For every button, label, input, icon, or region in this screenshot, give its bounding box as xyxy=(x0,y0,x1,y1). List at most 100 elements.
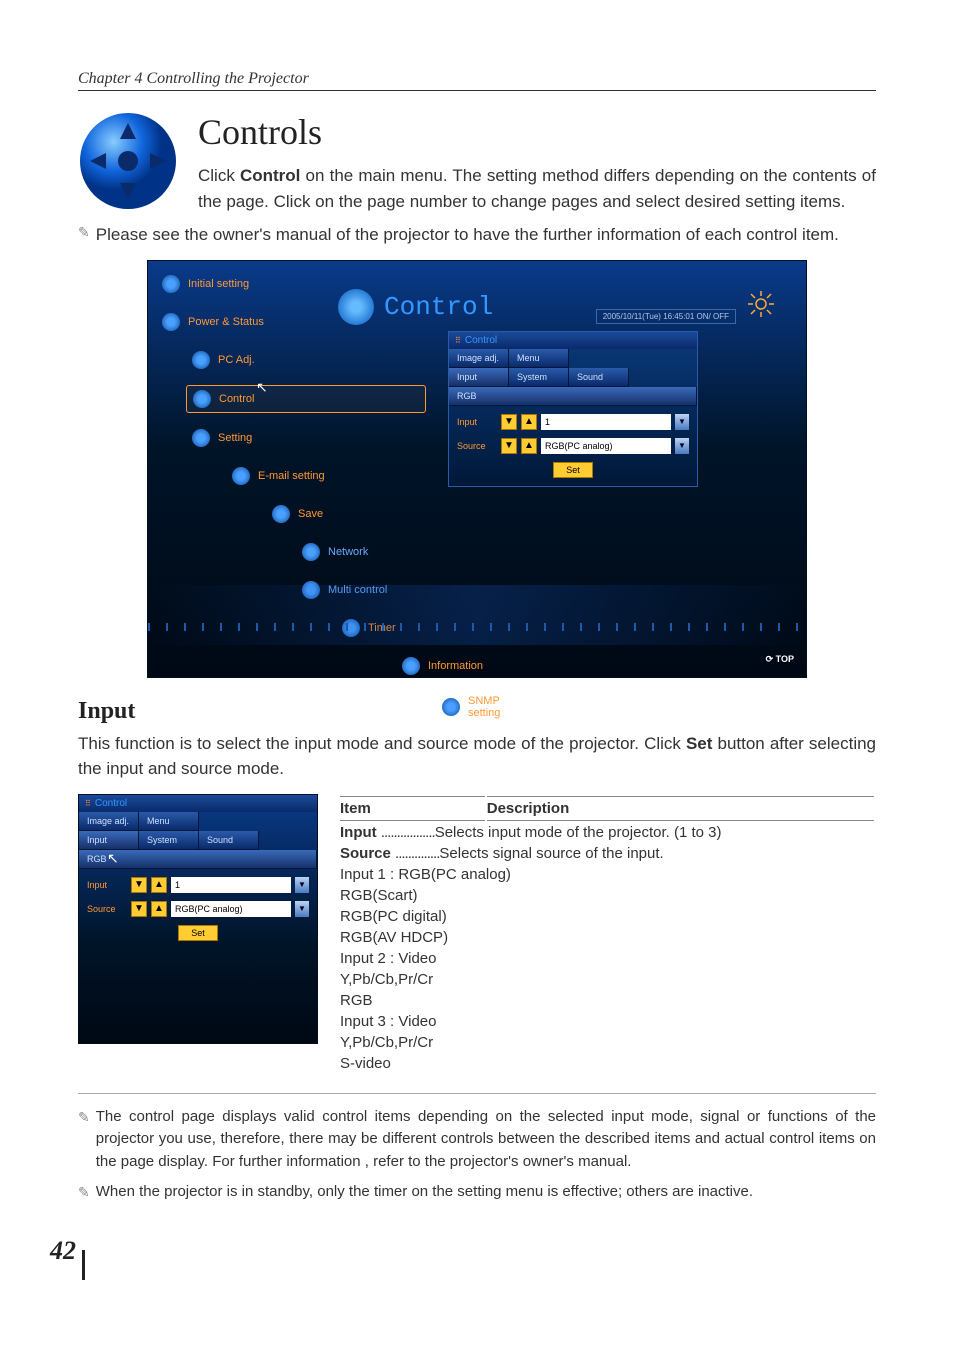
sidebar-item-information[interactable]: Information xyxy=(396,653,426,679)
intro-text: Click Control on the main menu. The sett… xyxy=(198,163,876,214)
source-up-button[interactable]: ▲ xyxy=(521,438,537,454)
description-column: Item Description Input .................… xyxy=(338,794,876,1075)
small-input-up-button[interactable]: ▲ xyxy=(151,877,167,893)
section-input-text: This function is to select the input mod… xyxy=(78,731,876,782)
sidebar-item-icon xyxy=(162,275,180,293)
page-number: 42 xyxy=(50,1236,76,1266)
input-label: Input xyxy=(457,417,497,427)
footnote-1: ✎ The control page displays valid contro… xyxy=(78,1106,876,1174)
tab-menu[interactable]: Menu xyxy=(509,349,569,368)
table-row: Input 1 : RGB(PC analog) xyxy=(340,865,874,884)
control-title-text: Control xyxy=(384,292,493,322)
tab-sound[interactable]: Sound xyxy=(569,368,629,387)
footnote-text-2: When the projector is in standby, only t… xyxy=(96,1181,876,1204)
input-up-button[interactable]: ▲ xyxy=(521,414,537,430)
sidebar-item-label: Power & Status xyxy=(188,316,264,328)
table-row: RGB(Scart) xyxy=(340,886,874,905)
cursor-icon: ↖ xyxy=(107,850,119,867)
panel-header: Control xyxy=(449,332,697,349)
title-column: Controls Click Control on the main menu.… xyxy=(198,111,876,214)
small-source-dropdown-button[interactable]: ▼ xyxy=(295,901,309,917)
source-value[interactable]: RGB(PC analog) xyxy=(541,438,671,454)
tab-image-adj-[interactable]: Image adj. xyxy=(79,812,139,831)
sidebar-item-setting[interactable]: Setting xyxy=(186,425,426,451)
sidebar-item-snmp-setting[interactable]: SNMP setting xyxy=(436,691,448,723)
note-text-1: Please see the owner's manual of the pro… xyxy=(96,222,876,248)
table-row: Source ..............Selects signal sour… xyxy=(340,844,874,863)
small-input-dropdown-button[interactable]: ▼ xyxy=(295,877,309,893)
two-column-area: Control Image adj.Menu InputSystemSound … xyxy=(78,794,876,1075)
footnote-text-1: The control page displays valid control … xyxy=(96,1106,876,1174)
small-input-down-button[interactable]: ▼ xyxy=(131,877,147,893)
panel-tabs-row1: Image adj.Menu xyxy=(449,349,697,368)
screenshot-datetime: 2005/10/11(Tue) 16:45:01 ON/ OFF xyxy=(596,309,736,324)
sidebar-item-icon xyxy=(442,698,460,716)
pencil-icon: ✎ xyxy=(78,224,90,241)
footnote-2: ✎ When the projector is in standby, only… xyxy=(78,1181,876,1204)
table-cell: S-video xyxy=(340,1054,874,1073)
tab-rgb[interactable]: RGB xyxy=(449,387,697,406)
sidebar-item-icon xyxy=(193,390,211,408)
small-source-up-button[interactable]: ▲ xyxy=(151,901,167,917)
set-button[interactable]: Set xyxy=(553,462,593,478)
small-input-value[interactable]: 1 xyxy=(171,877,291,893)
top-link[interactable]: ⟳ TOP xyxy=(766,654,794,665)
sidebar-item-save[interactable]: Save xyxy=(266,501,426,527)
tab-menu[interactable]: Menu xyxy=(139,812,199,831)
sidebar-item-label: Initial setting xyxy=(188,278,249,290)
small-panel-header: Control xyxy=(79,795,317,812)
control-sphere-icon xyxy=(338,289,374,325)
table-cell: Input 3 : Video xyxy=(340,1012,874,1031)
sidebar-item-label: Control xyxy=(219,393,254,405)
tab-input[interactable]: Input xyxy=(79,831,139,850)
table-header-item: Item xyxy=(340,796,485,821)
small-input-row: Input ▼ ▲ 1 ▼ xyxy=(87,877,309,893)
sidebar-item-control[interactable]: Control xyxy=(186,385,426,413)
sidebar-item-label: Network xyxy=(328,546,368,558)
panel-body: Input ▼ ▲ 1 ▼ Source ▼ ▲ RGB(PC analog) … xyxy=(449,406,697,486)
screenshot-control-title: Control xyxy=(338,289,493,325)
footnote-divider xyxy=(78,1093,876,1094)
panel-tabs-row3: RGB xyxy=(449,387,697,406)
input-value[interactable]: 1 xyxy=(541,414,671,430)
sidebar-item-e-mail-setting[interactable]: E-mail setting xyxy=(226,463,426,489)
page-number-bar xyxy=(82,1250,85,1280)
chapter-header: Chapter 4 Controlling the Projector xyxy=(78,70,876,91)
small-set-button[interactable]: Set xyxy=(178,925,218,941)
tab-system[interactable]: System xyxy=(509,368,569,387)
description-table: Item Description Input .................… xyxy=(338,794,876,1075)
tab-image-adj-[interactable]: Image adj. xyxy=(449,349,509,368)
small-source-value[interactable]: RGB(PC analog) xyxy=(171,901,291,917)
sidebar-item-label: PC Adj. xyxy=(218,354,255,366)
small-source-down-button[interactable]: ▼ xyxy=(131,901,147,917)
pencil-icon: ✎ xyxy=(78,1183,90,1203)
input-down-button[interactable]: ▼ xyxy=(501,414,517,430)
note-row-1: ✎ Please see the owner's manual of the p… xyxy=(78,222,876,248)
input-row: Input ▼ ▲ 1 ▼ xyxy=(457,414,689,430)
control-screenshot-big: Initial setting Power & Status PC Adj. Cont… xyxy=(147,260,807,678)
source-dropdown-button[interactable]: ▼ xyxy=(675,438,689,454)
table-row: Input 3 : Video xyxy=(340,1012,874,1031)
sidebar-item-pc-adj-[interactable]: PC Adj. xyxy=(186,347,426,373)
source-down-button[interactable]: ▼ xyxy=(501,438,517,454)
screenshot-sidebar: Initial setting Power & Status PC Adj. Cont… xyxy=(156,271,426,735)
tab-system[interactable]: System xyxy=(139,831,199,850)
sidebar-item-network[interactable]: Network xyxy=(296,539,426,565)
small-panel-body: Input ▼ ▲ 1 ▼ Source ▼ ▲ RGB(PC analog) … xyxy=(79,869,317,949)
table-header-description: Description xyxy=(487,796,874,821)
sidebar-item-icon xyxy=(192,429,210,447)
tab-input[interactable]: Input xyxy=(449,368,509,387)
sidebar-item-icon xyxy=(162,313,180,331)
small-source-row: Source ▼ ▲ RGB(PC analog) ▼ xyxy=(87,901,309,917)
input-dropdown-button[interactable]: ▼ xyxy=(675,414,689,430)
sidebar-item-icon xyxy=(272,505,290,523)
small-source-label: Source xyxy=(87,904,127,914)
tab-sound[interactable]: Sound xyxy=(199,831,259,850)
small-tabs2: InputSystemSound xyxy=(79,831,317,850)
screenshot-control-panel: Control Image adj.Menu InputSystemSound … xyxy=(448,331,698,487)
sidebar-item-icon xyxy=(302,543,320,561)
table-row: S-video xyxy=(340,1054,874,1073)
sidebar-item-label: Setting xyxy=(218,432,252,444)
table-cell: Y,Pb/Cb,Pr/Cr xyxy=(340,1033,874,1052)
table-cell: Source ..............Selects signal sour… xyxy=(340,844,874,863)
